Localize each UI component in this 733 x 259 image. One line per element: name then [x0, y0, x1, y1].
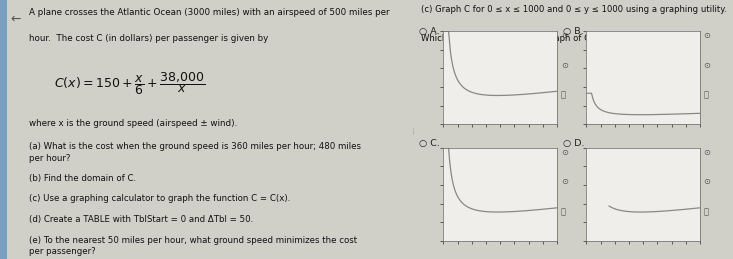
- Text: ⊙: ⊙: [561, 31, 568, 40]
- Text: (a) What is the cost when the ground speed is 360 miles per hour; 480 miles
per : (a) What is the cost when the ground spe…: [29, 142, 361, 163]
- Text: ⊙: ⊙: [561, 61, 568, 70]
- Text: (b) Find the domain of C.: (b) Find the domain of C.: [29, 174, 136, 183]
- Text: (d) Create a TABLE with TblStart = 0 and ΔTbl = 50.: (d) Create a TABLE with TblStart = 0 and…: [29, 215, 253, 224]
- Text: ⊙: ⊙: [561, 177, 568, 186]
- Text: ⊙: ⊙: [704, 148, 711, 157]
- Text: Which of the following is the graph of C?: Which of the following is the graph of C…: [421, 34, 594, 43]
- Text: ←: ←: [10, 13, 21, 26]
- Text: (c) Use a graphing calculator to graph the function C = C(x).: (c) Use a graphing calculator to graph t…: [29, 194, 290, 203]
- Text: ⬜: ⬜: [704, 91, 709, 100]
- Text: ○ A.: ○ A.: [419, 27, 440, 36]
- Text: ⬜: ⬜: [561, 207, 566, 216]
- Text: ○ D.: ○ D.: [563, 139, 584, 148]
- Text: ....: ....: [410, 125, 416, 134]
- Text: (e) To the nearest 50 miles per hour, what ground speed minimizes the cost
per p: (e) To the nearest 50 miles per hour, wh…: [29, 236, 357, 256]
- Text: ○ B.: ○ B.: [563, 27, 583, 36]
- Text: where x is the ground speed (airspeed ± wind).: where x is the ground speed (airspeed ± …: [29, 119, 237, 128]
- Text: $C(x) = 150 + \dfrac{x}{6} + \dfrac{38{,}000}{x}$: $C(x) = 150 + \dfrac{x}{6} + \dfrac{38{,…: [54, 70, 205, 97]
- Text: ○ C.: ○ C.: [419, 139, 440, 148]
- Text: ⬜: ⬜: [561, 91, 566, 100]
- Text: ⊙: ⊙: [704, 61, 711, 70]
- Text: (c) Graph C for 0 ≤ x ≤ 1000 and 0 ≤ y ≤ 1000 using a graphing utility.: (c) Graph C for 0 ≤ x ≤ 1000 and 0 ≤ y ≤…: [421, 5, 726, 14]
- Text: hour.  The cost C (in dollars) per passenger is given by: hour. The cost C (in dollars) per passen…: [29, 34, 268, 43]
- Text: ⊙: ⊙: [704, 177, 711, 186]
- Text: ⬜: ⬜: [704, 207, 709, 216]
- Text: A plane crosses the Atlantic Ocean (3000 miles) with an airspeed of 500 miles pe: A plane crosses the Atlantic Ocean (3000…: [29, 8, 390, 17]
- Text: ⊙: ⊙: [561, 148, 568, 157]
- Text: ⊙: ⊙: [704, 31, 711, 40]
- Bar: [0, 0, 7, 259]
